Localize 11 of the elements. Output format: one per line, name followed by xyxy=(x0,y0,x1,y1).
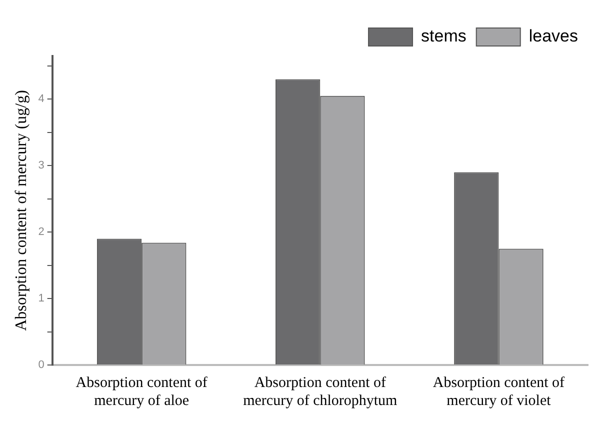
y-tick-label: 0 xyxy=(38,359,44,372)
y-tick-label: 3 xyxy=(38,160,44,172)
y-tick-label: 2 xyxy=(38,226,44,238)
x-tick-label: Absorption content of mercury of aloe xyxy=(76,374,208,409)
x-tick-label: Absorption content of mercury of chlorophytum xyxy=(243,374,398,409)
x-tick-label: Absorption content of mercury of violet xyxy=(432,374,565,409)
legend-label: leaves xyxy=(528,26,578,46)
legend-label: stems xyxy=(421,26,466,46)
y-tick-label: 1 xyxy=(38,292,44,305)
y-axis-title: Absorption content of mercury (ug/g) xyxy=(12,90,30,331)
y-tick-label: 4 xyxy=(38,93,44,106)
